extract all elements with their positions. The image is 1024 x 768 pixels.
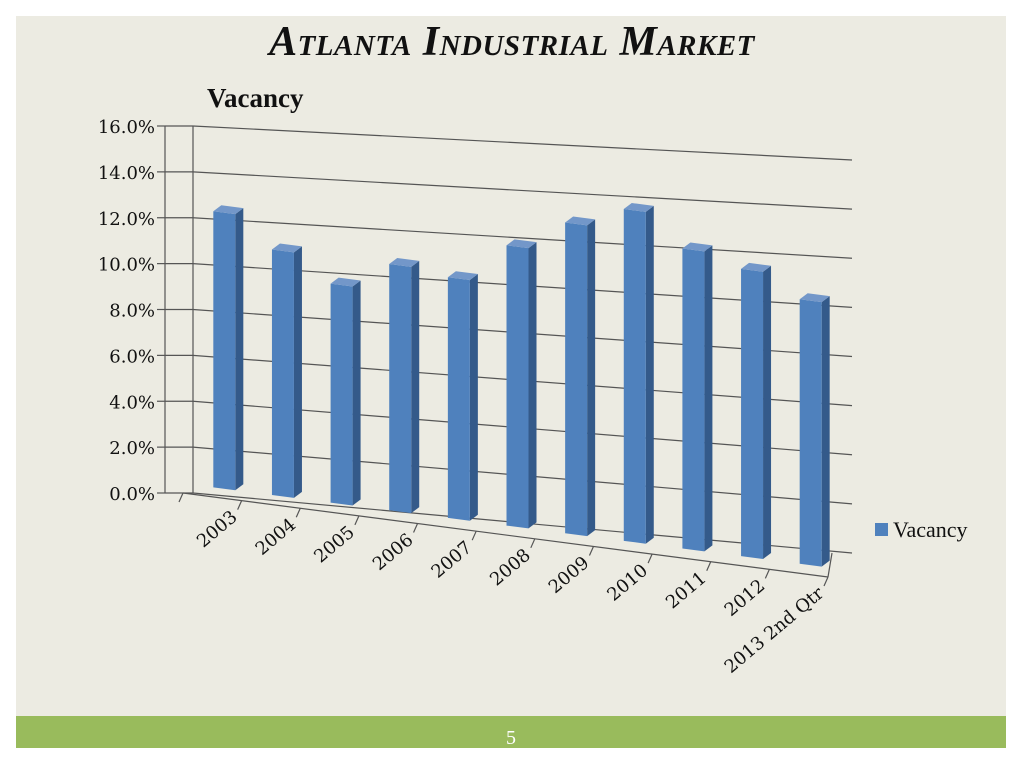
bar-top <box>447 271 478 281</box>
bar <box>330 277 361 506</box>
category-label: 2006 <box>369 529 418 575</box>
bar-top <box>682 242 713 252</box>
bar-front <box>799 299 822 567</box>
y-tick-label: 8.0% <box>109 301 155 322</box>
bar-side <box>645 205 654 544</box>
bar-top <box>623 203 654 212</box>
x-tick <box>764 569 770 579</box>
category-label: 2010 <box>603 560 652 606</box>
category-label: 2012 <box>721 575 770 621</box>
x-tick <box>354 515 360 526</box>
x-tick <box>295 508 301 518</box>
x-tick <box>412 523 419 533</box>
bar-front <box>741 268 764 559</box>
category-label: 2007 <box>427 537 476 583</box>
bar <box>506 239 537 529</box>
bar-top <box>330 277 361 287</box>
category-label: 2009 <box>545 552 594 598</box>
bar-front <box>213 211 236 491</box>
bar <box>271 243 302 498</box>
bar-top <box>271 243 302 253</box>
bar-top <box>389 258 420 267</box>
bar <box>799 293 830 567</box>
bar <box>447 271 478 521</box>
y-tick-label: 6.0% <box>109 346 155 367</box>
floor-front-edge <box>182 492 829 578</box>
bar-top <box>213 205 244 215</box>
slide-title: Atlanta Industrial Market <box>269 19 755 65</box>
y-tick-label: 14.0% <box>98 163 155 184</box>
footer-bar: 5 <box>16 716 1006 749</box>
bar-front <box>623 209 646 544</box>
bar-front <box>271 249 294 498</box>
bar-top <box>799 293 830 303</box>
bar-side <box>293 246 302 498</box>
legend-swatch <box>875 523 888 536</box>
category-label: 2011 <box>662 568 711 614</box>
x-tick <box>647 553 653 564</box>
bar-side <box>235 208 244 491</box>
bar-top <box>565 216 596 226</box>
bar-front <box>506 245 529 529</box>
bar-side <box>528 242 537 529</box>
bar-side <box>587 219 596 537</box>
x-tick <box>178 492 184 503</box>
chart-title: Vacancy <box>207 83 304 113</box>
x-tick <box>530 538 536 549</box>
bar-side <box>469 274 478 521</box>
bar <box>213 205 244 491</box>
y-tick-label: 16.0% <box>98 117 155 138</box>
y-tick-label: 10.0% <box>98 255 155 276</box>
bar-top <box>506 239 537 249</box>
category-label: 2003 <box>193 507 242 553</box>
category-label: 2004 <box>252 514 301 560</box>
y-tick-label: 0.0% <box>109 484 155 505</box>
bar-side <box>704 245 713 552</box>
gridline <box>192 125 853 161</box>
bar <box>389 258 420 514</box>
y-tick-label: 4.0% <box>109 392 155 413</box>
bar <box>682 242 713 552</box>
x-tick <box>237 500 243 510</box>
x-tick <box>823 576 829 587</box>
bar-top <box>741 262 772 272</box>
page-number: 5 <box>506 727 516 749</box>
x-tick <box>471 530 477 541</box>
category-label: 2008 <box>486 545 535 591</box>
gridline <box>192 217 853 259</box>
bar-side <box>411 260 420 514</box>
legend-label: Vacancy <box>893 517 968 542</box>
x-tick <box>588 546 595 556</box>
bar-side <box>352 280 361 506</box>
bar-front <box>447 277 470 521</box>
bar-side <box>821 296 830 567</box>
bar-side <box>763 265 772 559</box>
bar-front <box>389 264 412 514</box>
bar <box>565 216 596 537</box>
bar <box>623 203 654 544</box>
y-tick-label: 12.0% <box>98 209 155 230</box>
category-label: 2005 <box>310 522 359 568</box>
x-tick <box>706 561 712 571</box>
bar-front <box>330 283 353 506</box>
y-tick-label: 2.0% <box>109 438 155 459</box>
floor-right-edge <box>827 552 833 578</box>
bar-front <box>682 248 705 552</box>
bar-front <box>565 222 588 537</box>
bar <box>741 262 772 559</box>
gridline <box>192 171 853 210</box>
